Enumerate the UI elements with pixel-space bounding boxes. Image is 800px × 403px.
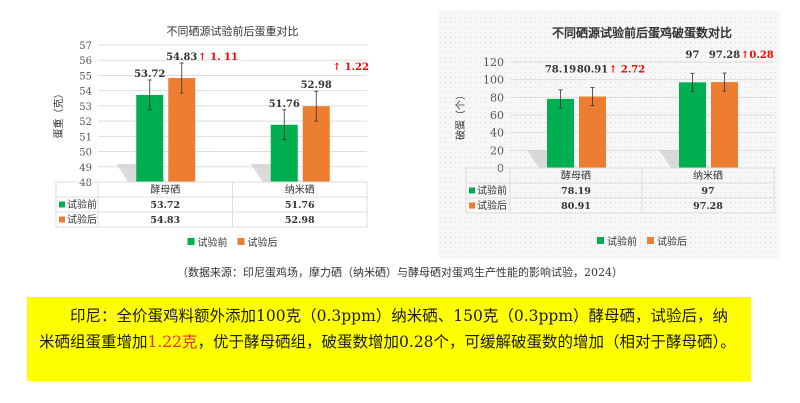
y-tick-label: 52 <box>79 117 92 128</box>
y-tick-label: 56 <box>79 56 92 67</box>
y-tick-label: 53 <box>79 102 92 113</box>
increase-annotation: ↑ 1.22 <box>333 62 369 73</box>
y-tick-label: 48 <box>79 178 92 189</box>
legend-label: 试验前 <box>607 235 637 248</box>
y-axis-label: 破蛋（个） <box>454 90 467 140</box>
table-legend-key <box>469 202 475 209</box>
y-axis-label: 蛋重（克） <box>52 89 65 139</box>
table-cell: 80.91 <box>561 201 591 212</box>
data-label: 54.83 <box>166 52 197 63</box>
legend-key <box>237 238 245 245</box>
bar-试验后-纳米硒 <box>711 82 738 168</box>
data-label: 80.91 <box>577 65 608 76</box>
y-tick-label: 55 <box>79 71 92 82</box>
bar-试验前-酵母硒 <box>547 98 574 168</box>
table-legend-key <box>469 187 475 194</box>
y-tick-label: 57 <box>79 41 92 52</box>
data-label: 53.72 <box>134 69 165 80</box>
data-label: 51.76 <box>269 99 300 110</box>
note-text-2: ，优于酵母硒组，破蛋数增加0.28个，可缓解破蛋数的增加（相对于酵母硒）。 <box>197 333 736 351</box>
category-label: 纳米硒 <box>285 183 315 196</box>
increase-annotation: ↑ 2.72 <box>609 65 645 76</box>
chart-title: 不同硒源试验前后蛋鸡破蛋数对比 <box>552 25 732 40</box>
y-tick-label: 20 <box>490 144 504 157</box>
data-label: 97 <box>686 50 700 61</box>
category-label: 酵母硒 <box>150 184 180 196</box>
y-tick-label: 60 <box>490 109 504 122</box>
table-cell: 53.72 <box>150 200 180 211</box>
table-series-label: 试验后 <box>477 199 507 212</box>
y-tick-label: 120 <box>483 56 504 69</box>
y-tick-label: 49 <box>79 163 92 174</box>
egg-weight-chart: 不同硒源试验前后蛋重对比 48 49 50 51 52 53 54 55 56 57 蛋重（克） 53.… <box>40 10 380 260</box>
data-label: 78.19 <box>545 65 576 76</box>
bar-试验后-酵母硒 <box>168 78 196 182</box>
legend-key <box>597 237 604 244</box>
category-label: 酵母硒 <box>561 170 591 182</box>
table-legend-key <box>59 216 65 223</box>
y-tick-label: 51 <box>79 132 92 143</box>
legend-label: 试验后 <box>657 235 687 248</box>
y-tick-label: 40 <box>490 127 504 140</box>
table-cell: 54.83 <box>150 215 180 226</box>
legend-label: 试验前 <box>198 236 228 249</box>
y-tick-label: 80 <box>490 91 504 104</box>
table-series-label: 试验前 <box>477 184 507 197</box>
category-label: 纳米硒 <box>693 169 723 182</box>
legend-key <box>187 238 195 245</box>
y-tick-label: 100 <box>483 74 504 87</box>
legend-label: 试验后 <box>248 236 278 249</box>
bar-试验后-酵母硒 <box>579 96 606 168</box>
table-cell: 52.98 <box>285 215 315 226</box>
table-cell: 51.76 <box>285 200 315 211</box>
chart-title: 不同硒源试验前后蛋重对比 <box>167 24 299 38</box>
table-series-label: 试验后 <box>67 213 97 226</box>
increase-annotation: ↑ 1. 11 <box>198 52 238 63</box>
data-label: 97.28 <box>709 50 740 61</box>
data-table <box>55 181 368 228</box>
y-tick-label: 54 <box>79 87 92 98</box>
y-tick-label: 50 <box>79 148 92 159</box>
bar-试验前-纳米硒 <box>679 82 706 168</box>
table-cell: 97.28 <box>693 201 723 212</box>
table-legend-key <box>59 201 65 208</box>
data-source-caption: （数据来源：印尼蛋鸡场，摩力硒（纳米硒）与酵母硒对蛋鸡生产性能的影响试验，202… <box>177 266 623 279</box>
data-table <box>465 167 775 214</box>
table-cell: 97 <box>701 186 714 197</box>
table-cell: 78.19 <box>561 186 591 197</box>
summary-note: 印尼：全价蛋鸡料额外添加100克（0.3ppm）纳米硒、150克（0.3ppm）… <box>27 297 751 381</box>
legend-key <box>647 237 654 244</box>
note-text-1: 印尼：全价蛋鸡料额外添加100克（0.3ppm）纳米硒、150克（0.3ppm）… <box>39 307 729 351</box>
table-series-label: 试验前 <box>67 198 97 211</box>
data-label: 52.98 <box>301 80 332 91</box>
note-highlight: 1.22克 <box>147 333 198 351</box>
broken-egg-chart: 不同硒源试验前后蛋鸡破蛋数对比 0 20 40 60 80 100 120 破蛋（个） 78.19… <box>438 10 780 258</box>
increase-annotation: ↑0.28 <box>741 50 774 61</box>
